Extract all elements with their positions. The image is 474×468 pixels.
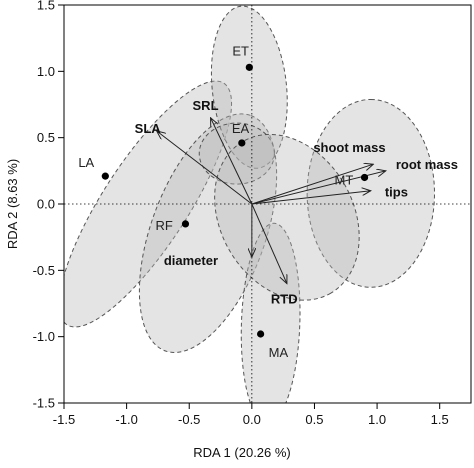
site-point-et <box>245 63 253 71</box>
vector-label-diameter: diameter <box>164 253 218 268</box>
x-tick-label: 1.0 <box>368 412 386 427</box>
y-tick-label: 0.0 <box>37 197 55 212</box>
site-label-ea: EA <box>232 121 250 136</box>
vector-sla <box>157 131 253 205</box>
vector-label-srl: SRL <box>193 98 219 113</box>
site-point-mt <box>360 173 369 182</box>
site-point-rf <box>181 220 190 228</box>
vector-label-shoot-mass: shoot mass <box>313 140 385 155</box>
vector-tips <box>251 191 371 205</box>
x-tick-label: 1.5 <box>431 412 449 427</box>
site-label-mt: MT <box>335 172 354 187</box>
y-tick-label: 1.0 <box>37 64 55 79</box>
vector-srl <box>211 118 253 205</box>
x-tick-label: 0.5 <box>305 412 323 427</box>
x-axis-ticks: -1.5 -1.0 -0.5 0.0 0.5 1.0 1.5 <box>53 403 449 427</box>
site-point-ma <box>257 330 265 338</box>
y-tick-label: 1.5 <box>37 0 55 13</box>
group-ellipse-7 <box>214 133 360 301</box>
x-tick-label: -1.5 <box>53 412 75 427</box>
y-tick-label: -0.5 <box>33 263 55 278</box>
x-tick-label: 0.0 <box>243 412 261 427</box>
site-label-rf: RF <box>155 218 172 233</box>
x-axis-label: RDA 1 (20.26 %) <box>193 445 291 460</box>
site-label-la: LA <box>78 155 94 170</box>
group-ellipse-2 <box>138 113 278 353</box>
vector-label-tips: tips <box>385 185 408 200</box>
y-tick-label: -1.5 <box>33 396 55 411</box>
y-axis-label: RDA 2 (8.63 %) <box>5 159 20 249</box>
y-tick-label: 0.5 <box>37 130 55 145</box>
vector-shoot-mass <box>251 164 373 205</box>
vector-rtd <box>251 203 287 284</box>
vector-label-rtd: RTD <box>271 292 298 307</box>
group-ellipse-4 <box>198 122 275 185</box>
x-tick-label: -0.5 <box>178 412 200 427</box>
y-axis-ticks: 1.5 1.0 0.5 0.0 -0.5 -1.0 -1.5 <box>33 0 64 411</box>
vector-label-sla: SLA <box>135 121 162 136</box>
site-point-ea <box>238 139 246 147</box>
site-label-et: ET <box>232 43 249 58</box>
site-points: ET EA LA RF MT MA <box>78 43 369 360</box>
group-ellipse-6 <box>240 222 301 403</box>
site-point-la <box>101 172 109 180</box>
trait-vectors: SLA SRL shoot mass root mass tips diameter RTD <box>135 98 458 307</box>
site-label-ma: MA <box>269 345 289 360</box>
y-tick-label: -1.0 <box>33 329 55 344</box>
x-tick-label: -1.0 <box>115 412 137 427</box>
group-ellipses <box>64 5 435 403</box>
vector-label-root-mass: root mass <box>396 157 458 172</box>
